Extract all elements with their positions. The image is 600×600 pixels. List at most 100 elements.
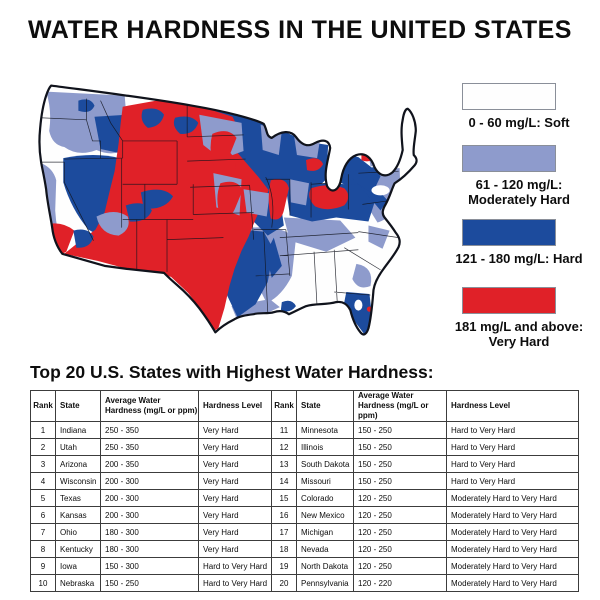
header-level-right: Hardness Level <box>446 390 579 422</box>
header-hardness-right: Average Water Hardness (mg/L or ppm) <box>353 390 447 422</box>
table-cell: 19 <box>271 557 297 575</box>
page-title: WATER HARDNESS IN THE UNITED STATES <box>28 16 572 44</box>
legend-swatch-moderately-hard <box>462 145 556 172</box>
table-cell: Hard to Very Hard <box>198 574 272 592</box>
table-row: 3 Arizona 200 - 350 Very Hard 13 South Dakota… <box>30 455 579 473</box>
table-cell: Very Hard <box>198 472 272 490</box>
table-cell: South Dakota <box>296 455 354 473</box>
table-cell: Hard to Very Hard <box>446 421 579 439</box>
table-row: 2 Utah 250 - 350 Very Hard 12 Illinois 150 - 2… <box>30 438 579 456</box>
table-cell: Moderately Hard to Very Hard <box>446 557 579 575</box>
table-cell: 120 - 220 <box>353 574 447 592</box>
us-map-svg <box>38 84 418 336</box>
table-cell: 150 - 250 <box>353 438 447 456</box>
table-cell: 13 <box>271 455 297 473</box>
table-row: 6 Kansas 200 - 300 Very Hard 16 New Mexico 120… <box>30 506 579 524</box>
table-row: 8 Kentucky 180 - 300 Very Hard 18 Nevada 120 -… <box>30 540 579 558</box>
table-cell: Nevada <box>296 540 354 558</box>
us-water-hardness-map <box>26 78 444 356</box>
table-cell: 6 <box>30 506 56 524</box>
table-cell: 180 - 300 <box>100 523 199 541</box>
table-cell: Kansas <box>55 506 101 524</box>
table-cell: 150 - 250 <box>100 574 199 592</box>
table-cell: 20 <box>271 574 297 592</box>
table-cell: 120 - 250 <box>353 523 447 541</box>
table-cell: Very Hard <box>198 455 272 473</box>
table-cell: Missouri <box>296 472 354 490</box>
legend-swatch-very-hard <box>462 287 556 314</box>
table-cell: North Dakota <box>296 557 354 575</box>
table-cell: 150 - 250 <box>353 421 447 439</box>
legend-label-hard: 121 - 180 mg/L: Hard <box>455 251 583 266</box>
header-hardness-left: Average Water Hardness (mg/L or ppm) <box>100 390 199 422</box>
table-cell: Pennsylvania <box>296 574 354 592</box>
table-cell: Ohio <box>55 523 101 541</box>
map-accent-very-hard <box>210 131 376 312</box>
table-cell: 16 <box>271 506 297 524</box>
header-rank-right: Rank <box>271 390 297 422</box>
table-cell: Moderately Hard to Very Hard <box>446 489 579 507</box>
table-cell: Kentucky <box>55 540 101 558</box>
table-cell: Hard to Very Hard <box>446 455 579 473</box>
table-cell: Colorado <box>296 489 354 507</box>
table-cell: 11 <box>271 421 297 439</box>
table-cell: 7 <box>30 523 56 541</box>
table-cell: Hard to Very Hard <box>446 438 579 456</box>
table-cell: Very Hard <box>198 421 272 439</box>
table-title: Top 20 U.S. States with Highest Water Ha… <box>30 362 434 382</box>
table-cell: Very Hard <box>198 489 272 507</box>
table-cell: 250 - 350 <box>100 438 199 456</box>
table-header: Rank State Average Water Hardness (mg/L … <box>30 390 579 422</box>
table-cell: Hard to Very Hard <box>446 472 579 490</box>
map-regions-moderately-hard <box>41 91 401 319</box>
table-cell: Very Hard <box>198 523 272 541</box>
header-state-right: State <box>296 390 354 422</box>
table-cell: 150 - 250 <box>353 472 447 490</box>
state-borders <box>40 98 399 313</box>
table-row: 10 Nebraska 150 - 250 Hard to Very Hard 20 Pe… <box>30 574 579 592</box>
table-cell: Moderately Hard to Very Hard <box>446 506 579 524</box>
table-cell: 5 <box>30 489 56 507</box>
table-cell: 14 <box>271 472 297 490</box>
table-cell: 200 - 350 <box>100 455 199 473</box>
table-row: 7 Ohio 180 - 300 Very Hard 17 Michigan 120 - 2… <box>30 523 579 541</box>
table-cell: Illinois <box>296 438 354 456</box>
table-cell: Michigan <box>296 523 354 541</box>
table-cell: Nebraska <box>55 574 101 592</box>
table-cell: 150 - 250 <box>353 455 447 473</box>
table-row: 1 Indiana 250 - 350 Very Hard 11 Minnesota 150… <box>30 421 579 439</box>
table-row: 5 Texas 200 - 300 Very Hard 15 Colorado 120 - … <box>30 489 579 507</box>
table-cell: Utah <box>55 438 101 456</box>
hardness-table-body: 1 Indiana 250 - 350 Very Hard 11 Minnesota 150… <box>30 421 579 592</box>
table-cell: 18 <box>271 540 297 558</box>
legend-label-moderately-hard: 61 - 120 mg/L: Moderately Hard <box>468 177 570 207</box>
hardness-table: Rank State Average Water Hardness (mg/L … <box>30 390 579 592</box>
table-cell: 200 - 300 <box>100 472 199 490</box>
table-cell: 200 - 300 <box>100 506 199 524</box>
legend: 0 - 60 mg/L: Soft 61 - 120 mg/L: Moderat… <box>443 80 595 356</box>
table-cell: 120 - 250 <box>353 540 447 558</box>
table-cell: 15 <box>271 489 297 507</box>
table-cell: 12 <box>271 438 297 456</box>
table-row: 9 Iowa 150 - 300 Hard to Very Hard 19 North D… <box>30 557 579 575</box>
table-cell: Iowa <box>55 557 101 575</box>
table-cell: Texas <box>55 489 101 507</box>
table-cell: Indiana <box>55 421 101 439</box>
table-cell: 9 <box>30 557 56 575</box>
table-cell: Very Hard <box>198 438 272 456</box>
us-outline <box>38 84 418 336</box>
table-cell: Very Hard <box>198 540 272 558</box>
table-cell: 8 <box>30 540 56 558</box>
legend-swatch-hard <box>462 219 556 246</box>
table-cell: New Mexico <box>296 506 354 524</box>
table-cell: 17 <box>271 523 297 541</box>
header-rank-left: Rank <box>30 390 56 422</box>
table-cell: 3 <box>30 455 56 473</box>
table-cell: 2 <box>30 438 56 456</box>
table-cell: 1 <box>30 421 56 439</box>
table-cell: 120 - 250 <box>353 557 447 575</box>
legend-label-very-hard: 181 mg/L and above: Very Hard <box>454 319 584 349</box>
table-cell: Wisconsin <box>55 472 101 490</box>
table-cell: Moderately Hard to Very Hard <box>446 540 579 558</box>
